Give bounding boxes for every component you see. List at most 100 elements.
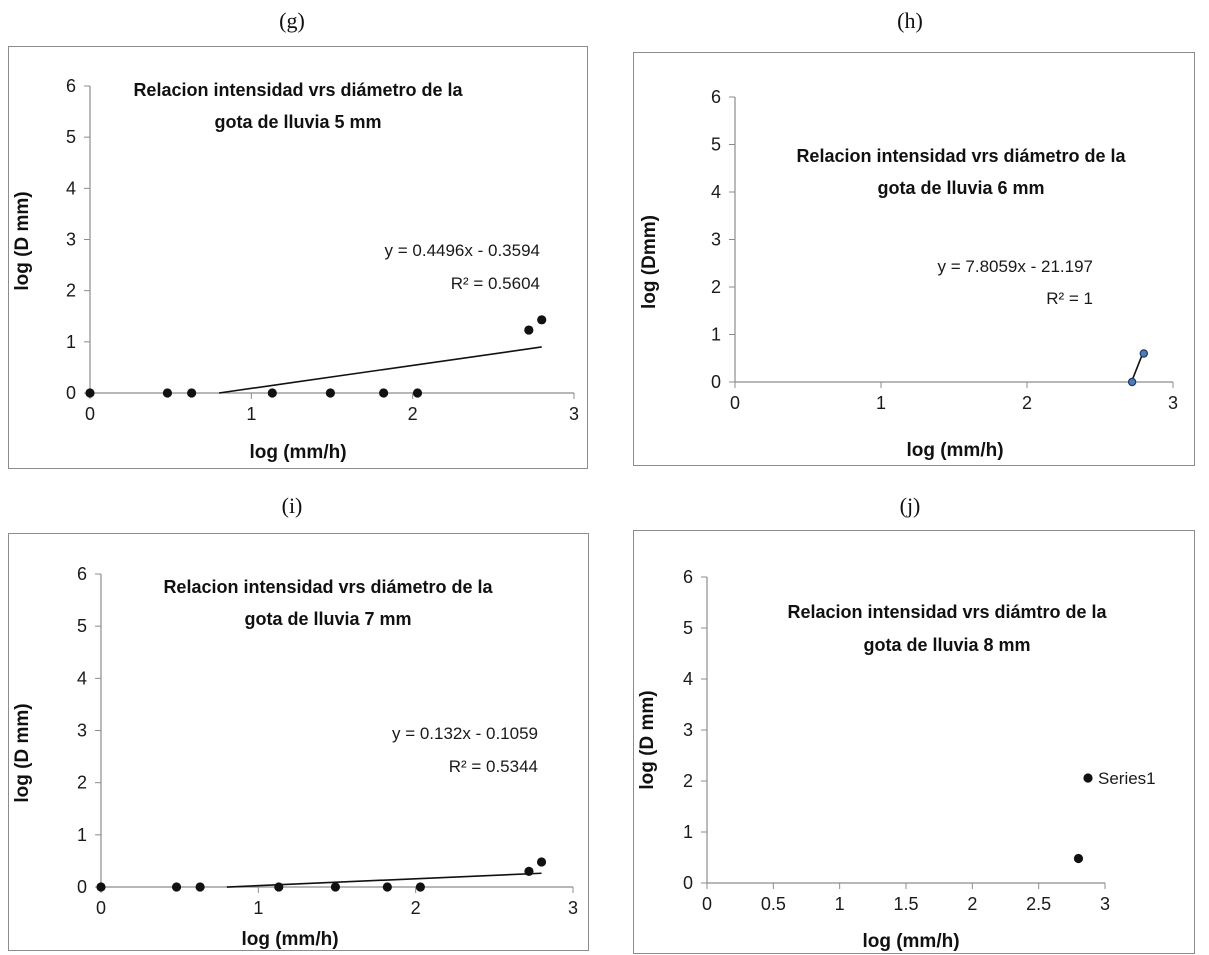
x-tick-label: 0 — [85, 404, 95, 424]
data-point — [415, 882, 425, 892]
chart-title-line2: gota de lluvia 6 mm — [877, 178, 1044, 198]
x-tick-label: 2 — [411, 898, 421, 918]
data-point — [96, 882, 106, 892]
y-tick-label: 3 — [683, 720, 693, 740]
data-point — [171, 882, 182, 892]
legend-marker — [1083, 773, 1093, 783]
trendline-equation: y = 7.8059x - 21.197 — [938, 257, 1093, 276]
y-tick-label: 5 — [66, 127, 76, 147]
y-tick-label: 1 — [77, 825, 87, 845]
chart-title-line1: Relacion intensidad vrs diámetro de la — [796, 146, 1126, 166]
x-tick-label: 1 — [876, 393, 886, 413]
x-axis-label: log (mm/h) — [906, 440, 1003, 461]
chart-frame — [8, 533, 589, 951]
x-tick-label: 2.5 — [1026, 894, 1051, 914]
chart-frame — [633, 530, 1195, 954]
data-point — [330, 882, 341, 892]
y-tick-label: 1 — [711, 325, 721, 345]
y-tick-label: 2 — [77, 773, 87, 793]
legend-label: Series1 — [1098, 769, 1156, 788]
y-tick-label: 0 — [77, 877, 87, 897]
y-tick-label: 4 — [711, 182, 721, 202]
data-point — [267, 388, 277, 398]
x-tick-label: 0 — [702, 894, 712, 914]
data-point — [524, 866, 534, 876]
x-tick-label: 1.5 — [893, 894, 918, 914]
caption-j: (j) — [899, 493, 921, 518]
y-tick-label: 3 — [711, 230, 721, 250]
data-point — [382, 882, 392, 892]
y-tick-label: 6 — [711, 87, 721, 107]
trendline-r2: R² = 0.5604 — [451, 274, 540, 293]
y-axis-label: log (D mm) — [12, 703, 33, 802]
chart-title-line1: Relacion intensidad vrs diámetro de la — [133, 80, 463, 100]
data-point — [412, 388, 423, 398]
x-tick-label: 1 — [835, 894, 845, 914]
y-tick-label: 2 — [66, 281, 76, 301]
y-tick-label: 6 — [683, 567, 693, 587]
x-tick-label: 3 — [1168, 393, 1178, 413]
chart-frame — [8, 46, 588, 469]
data-point — [524, 325, 534, 335]
y-tick-label: 4 — [66, 178, 76, 198]
caption-i: (i) — [281, 493, 303, 518]
x-tick-label: 0 — [96, 898, 106, 918]
chart-j: 0 1 2 3 4 5 6 0 0.5 1 1.5 2 2.5 3 Relacion intensidad … — [633, 530, 1195, 954]
y-tick-label: 4 — [683, 669, 693, 689]
data-point — [187, 388, 197, 398]
trendline-equation: y = 0.4496x - 0.3594 — [385, 241, 540, 260]
x-tick-label: 0 — [730, 393, 740, 413]
x-tick-label: 3 — [569, 404, 579, 424]
data-point — [1139, 349, 1148, 358]
x-axis-label: log (mm/h) — [249, 442, 346, 463]
x-tick-label: 1 — [246, 404, 256, 424]
data-point — [1127, 377, 1137, 387]
data-point — [1073, 853, 1084, 864]
y-tick-label: 2 — [711, 277, 721, 297]
data-point — [195, 882, 205, 892]
data-point — [325, 388, 335, 398]
x-tick-label: 3 — [568, 898, 578, 918]
y-tick-label: 0 — [66, 383, 76, 403]
y-tick-label: 5 — [77, 616, 87, 636]
y-axis-label: log (Dmm) — [639, 215, 660, 309]
caption-h: (h) — [897, 8, 923, 33]
y-tick-label: 1 — [66, 332, 76, 352]
y-tick-label: 1 — [683, 822, 693, 842]
chart-title-line1: Relacion intensidad vrs diámetro de la — [163, 577, 493, 597]
x-tick-label: 2 — [967, 894, 977, 914]
trendline — [218, 346, 542, 394]
chart-title-line2: gota de lluvia 8 mm — [863, 635, 1030, 655]
trendline-r2: R² = 1 — [1046, 289, 1093, 308]
y-tick-label: 0 — [683, 873, 693, 893]
x-tick-label: 2 — [1022, 393, 1032, 413]
y-tick-label: 4 — [77, 668, 87, 688]
caption-g: (g) — [279, 8, 305, 33]
chart-frame — [633, 52, 1195, 466]
y-tick-label: 3 — [77, 721, 87, 741]
data-point — [379, 388, 389, 398]
chart-title-line2: gota de lluvia 5 mm — [214, 112, 381, 132]
x-axis-label: log (mm/h) — [241, 929, 338, 950]
y-axis-label: log (D mm) — [12, 191, 33, 290]
chart-title-line2: gota de lluvia 7 mm — [244, 609, 411, 629]
x-tick-label: 2 — [408, 404, 418, 424]
data-point — [274, 882, 284, 892]
chart-g: 0 1 2 3 4 5 6 0 1 2 3 Relacion intensidad vrs diáme… — [8, 46, 588, 469]
y-tick-label: 0 — [711, 372, 721, 392]
x-tick-label: 3 — [1100, 894, 1110, 914]
y-tick-label: 3 — [66, 230, 76, 250]
y-tick-label: 6 — [66, 76, 76, 96]
x-tick-label: 1 — [253, 898, 263, 918]
data-point — [536, 857, 547, 867]
trendline-r2: R² = 0.5344 — [449, 757, 538, 776]
data-point — [162, 388, 173, 398]
y-tick-label: 2 — [683, 771, 693, 791]
trendline-equation: y = 0.132x - 0.1059 — [392, 724, 538, 743]
chart-i: 0 1 2 3 4 5 6 0 1 2 3 Relacion intensidad vrs diáme… — [8, 533, 589, 951]
y-tick-label: 5 — [711, 135, 721, 155]
chart-h: 0 1 2 3 4 5 6 0 1 2 3 Relacion intensidad vrs diáme… — [633, 52, 1195, 466]
y-axis-label: log (D mm) — [637, 690, 658, 789]
y-tick-label: 6 — [77, 564, 87, 584]
chart-title-line1: Relacion intensidad vrs diámtro de la — [787, 602, 1107, 622]
